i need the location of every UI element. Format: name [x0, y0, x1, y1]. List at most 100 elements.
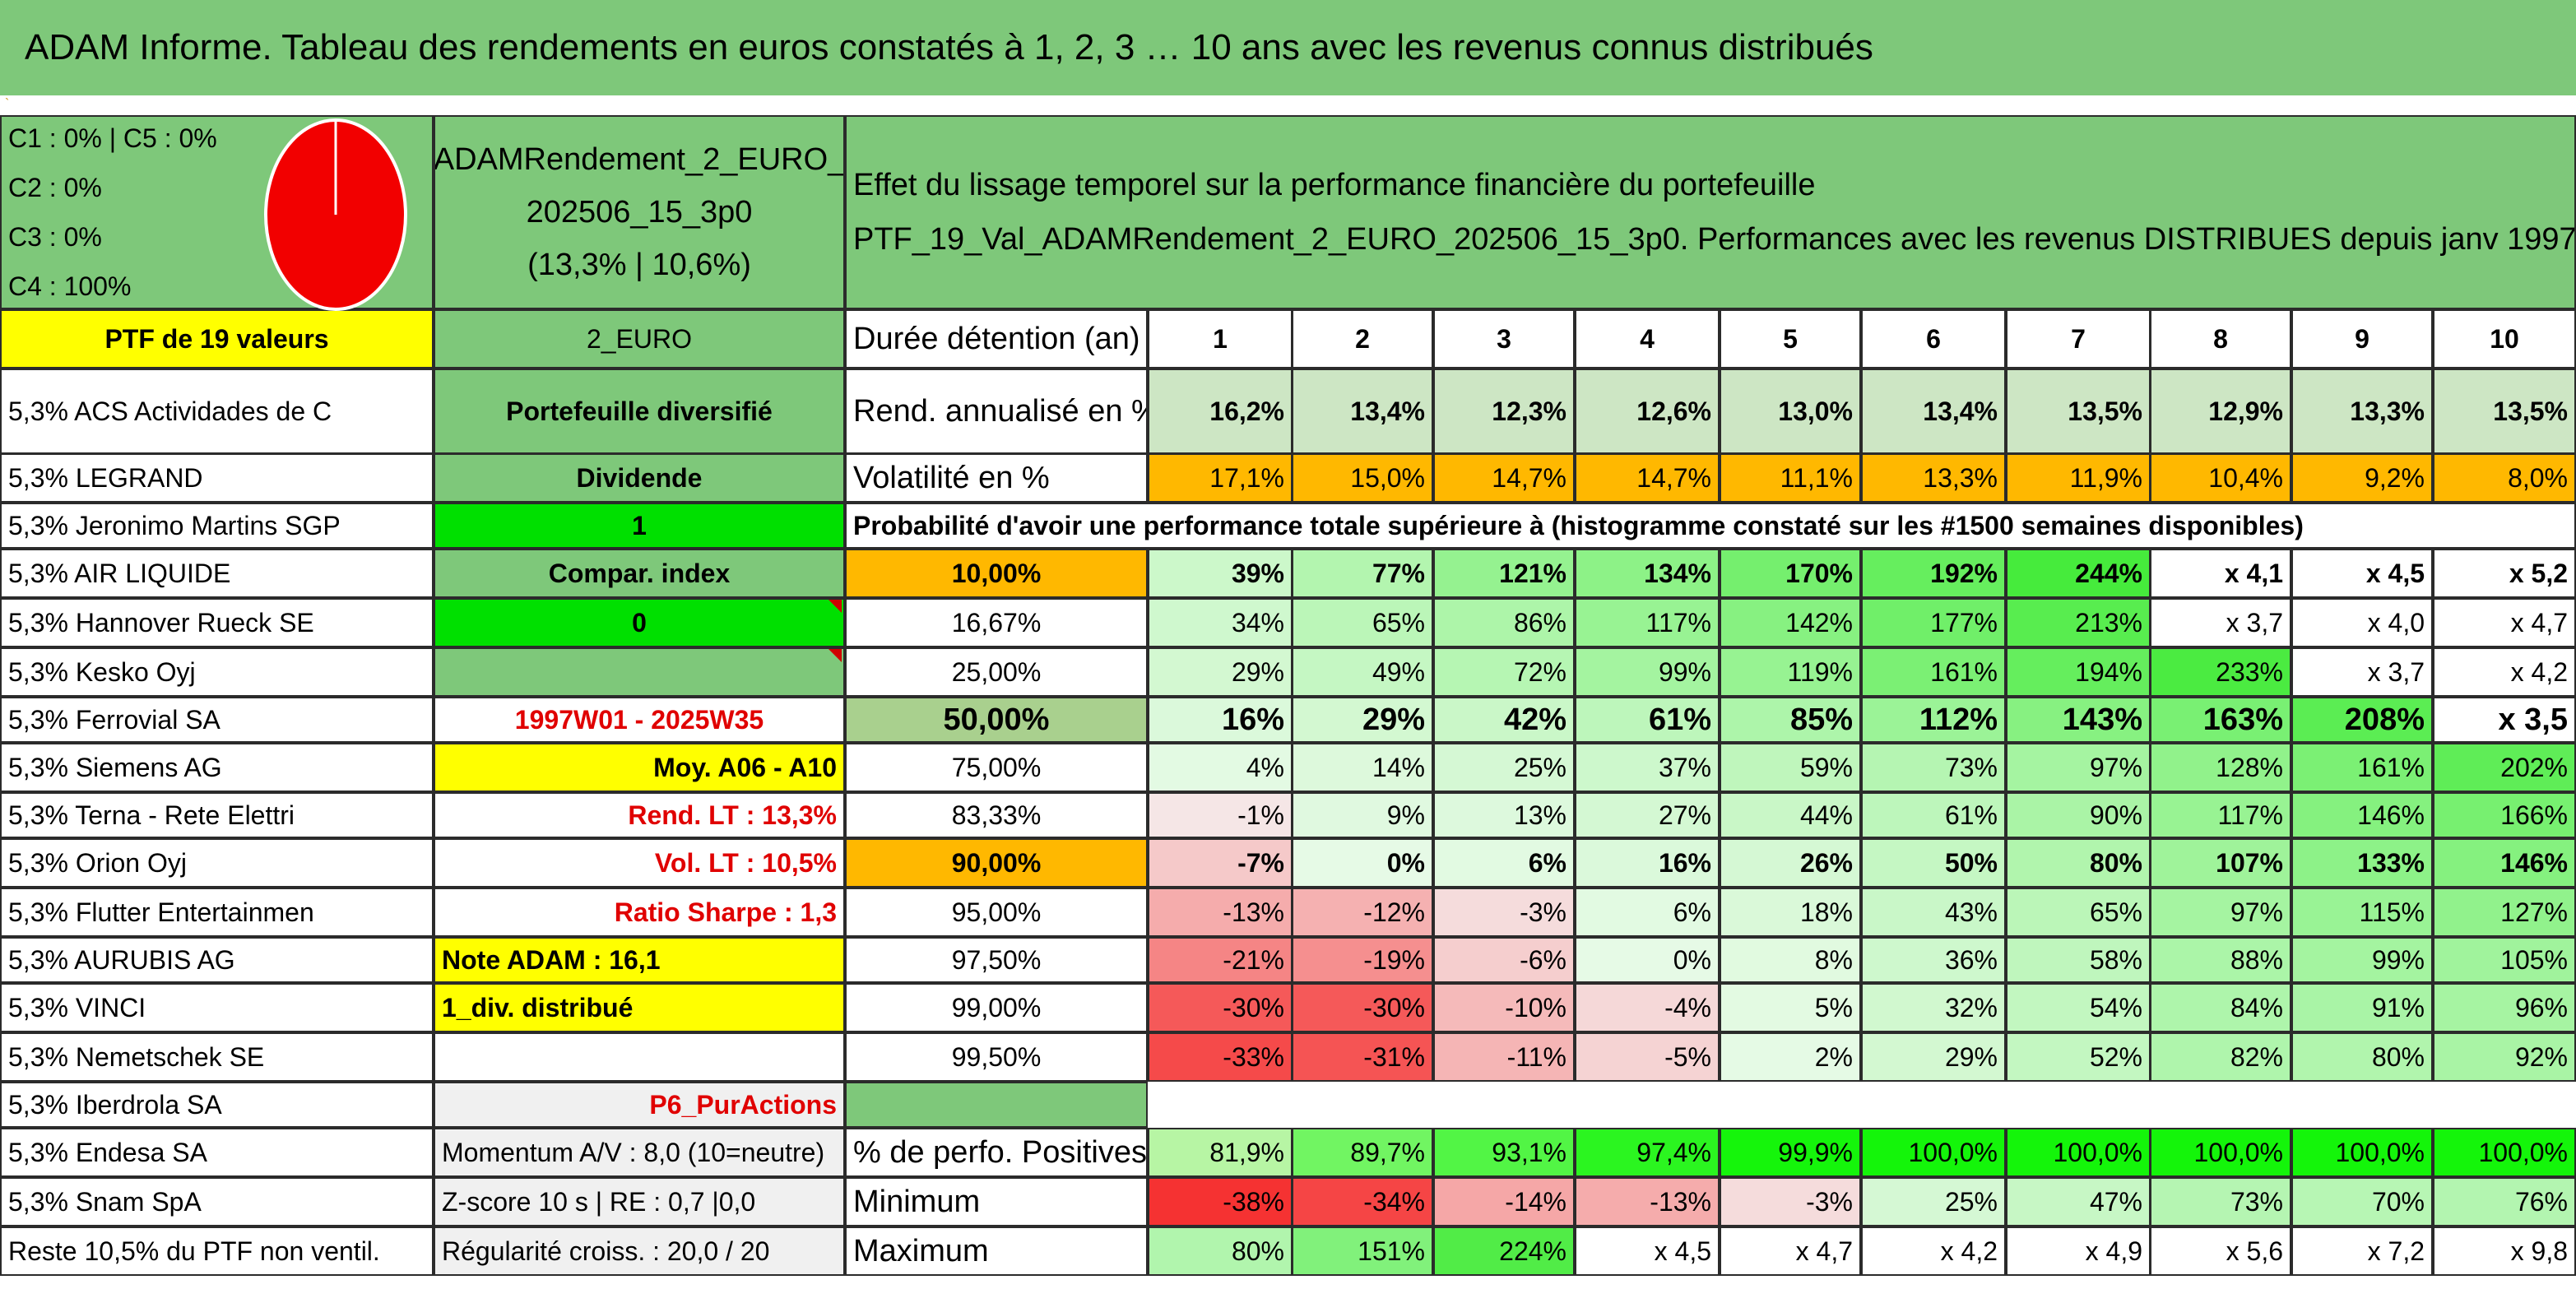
vol-value: 14,7%: [1575, 453, 1720, 503]
class-pie-chart: [264, 118, 407, 311]
prob-threshold: 99,50%: [845, 1032, 1148, 1082]
max-value: x 4,5: [1575, 1226, 1720, 1276]
rend-value: 13,5%: [2433, 369, 2576, 454]
prob-value: 39%: [1148, 549, 1293, 598]
prob-threshold: 99,00%: [845, 983, 1148, 1032]
prob-value: -7%: [1148, 838, 1293, 888]
prob-value: 146%: [2433, 838, 2576, 888]
prob-value: 34%: [1148, 598, 1293, 647]
portfolio-name-line: (13,3% | 10,6%): [527, 248, 751, 282]
class-line: C3 : 0%: [8, 222, 102, 252]
prob-value: 166%: [2433, 792, 2576, 838]
prob-value: 134%: [1575, 549, 1720, 598]
max-value: x 4,9: [2006, 1226, 2151, 1276]
prob-value: 0%: [1575, 937, 1720, 983]
info-cell: Z-score 10 s | RE : 0,7 |0,0: [434, 1177, 845, 1226]
holding-row: 5,3% Nemetschek SE: [0, 1032, 434, 1082]
prob-threshold: 75,00%: [845, 743, 1148, 792]
holding-row: 5,3% Snam SpA: [0, 1177, 434, 1226]
prob-value: 43%: [1861, 888, 2006, 937]
prob-value: 107%: [2150, 838, 2291, 888]
info-cell: 2_EURO: [434, 309, 845, 369]
holding-row: 5,3% Flutter Entertainmen: [0, 888, 434, 937]
vol-value: 17,1%: [1148, 453, 1293, 503]
prob-value: 115%: [2291, 888, 2433, 937]
prob-threshold: 25,00%: [845, 647, 1148, 697]
min-value: 25%: [1861, 1177, 2006, 1226]
prob-value: -33%: [1148, 1032, 1293, 1082]
comment-marker: [828, 649, 842, 662]
max-value: x 4,7: [1720, 1226, 1861, 1276]
prob-value: 36%: [1861, 937, 2006, 983]
marker-dots: `: [5, 97, 10, 111]
vol-value: 11,9%: [2006, 453, 2151, 503]
rend-label: Rend. annualisé en %: [845, 369, 1148, 454]
prob-value: x 3,7: [2150, 598, 2291, 647]
vol-label: Volatilité en %: [845, 453, 1148, 503]
info-cell: Rend. LT : 13,3%: [434, 792, 845, 838]
prob-value: 50%: [1861, 838, 2006, 888]
vol-value: 8,0%: [2433, 453, 2576, 503]
prob-value: -11%: [1433, 1032, 1575, 1082]
info-cell: Portefeuille diversifié: [434, 369, 845, 454]
prob-value: 90%: [2006, 792, 2151, 838]
prob-value: 6%: [1575, 888, 1720, 937]
prob-value: 117%: [2150, 792, 2291, 838]
prob-value: 61%: [1575, 697, 1720, 743]
prob-value: 2%: [1720, 1032, 1861, 1082]
info-cell: 1_div. distribué: [434, 983, 845, 1032]
class-line: C1 : 0% | C5 : 0%: [8, 123, 217, 153]
prob-value: 86%: [1433, 598, 1575, 647]
min-value: -13%: [1575, 1177, 1720, 1226]
prob-value: 65%: [2006, 888, 2151, 937]
prob-value: -12%: [1292, 888, 1433, 937]
pos-value: 99,9%: [1720, 1128, 1861, 1177]
vol-value: 9,2%: [2291, 453, 2433, 503]
prob-value: 96%: [2433, 983, 2576, 1032]
page-title: ADAM Informe. Tableau des rendements en …: [0, 0, 2576, 95]
year-header: 4: [1575, 309, 1720, 369]
prob-value: x 4,5: [2291, 549, 2433, 598]
prob-value: 121%: [1433, 549, 1575, 598]
prob-value: x 3,7: [2291, 647, 2433, 697]
comment-marker: [828, 600, 842, 613]
max-value: 80%: [1148, 1226, 1293, 1276]
prob-value: 13%: [1433, 792, 1575, 838]
holding-row: 5,3% Iberdrola SA: [0, 1082, 434, 1128]
prob-value: 52%: [2006, 1032, 2151, 1082]
prob-value: -3%: [1433, 888, 1575, 937]
prob-value: 244%: [2006, 549, 2151, 598]
prob-value: 0%: [1292, 838, 1433, 888]
class-line: C4 : 100%: [8, 271, 132, 301]
min-value: 47%: [2006, 1177, 2151, 1226]
prob-value: 213%: [2006, 598, 2151, 647]
prob-value: x 4,0: [2291, 598, 2433, 647]
prob-value: 127%: [2433, 888, 2576, 937]
prob-value: -19%: [1292, 937, 1433, 983]
prob-value: -1%: [1148, 792, 1293, 838]
prob-threshold: 10,00%: [845, 549, 1148, 598]
prob-value: 14%: [1292, 743, 1433, 792]
vol-value: 13,3%: [1861, 453, 2006, 503]
prob-value: 92%: [2433, 1032, 2576, 1082]
pos-value: 100,0%: [2433, 1128, 2576, 1177]
info-cell: [434, 1032, 845, 1082]
prob-value: 37%: [1575, 743, 1720, 792]
prob-value: 72%: [1433, 647, 1575, 697]
prob-value: 146%: [2291, 792, 2433, 838]
prob-value: 177%: [1861, 598, 2006, 647]
prob-value: x 5,2: [2433, 549, 2576, 598]
years-label: Durée détention (an): [845, 309, 1148, 369]
info-cell: Dividende: [434, 453, 845, 503]
min-value: -3%: [1720, 1177, 1861, 1226]
pos-value: 89,7%: [1292, 1128, 1433, 1177]
info-cell: Note ADAM : 16,1: [434, 937, 845, 983]
prob-title: Probabilité d'avoir une performance tota…: [845, 503, 2576, 549]
info-cell: Vol. LT : 10,5%: [434, 838, 845, 888]
prob-value: 91%: [2291, 983, 2433, 1032]
prob-value: 6%: [1433, 838, 1575, 888]
prob-value: 4%: [1148, 743, 1293, 792]
info-cell: P6_PurActions: [434, 1082, 845, 1128]
prob-value: 194%: [2006, 647, 2151, 697]
info-cell: Régularité croiss. : 20,0 / 20: [434, 1226, 845, 1276]
